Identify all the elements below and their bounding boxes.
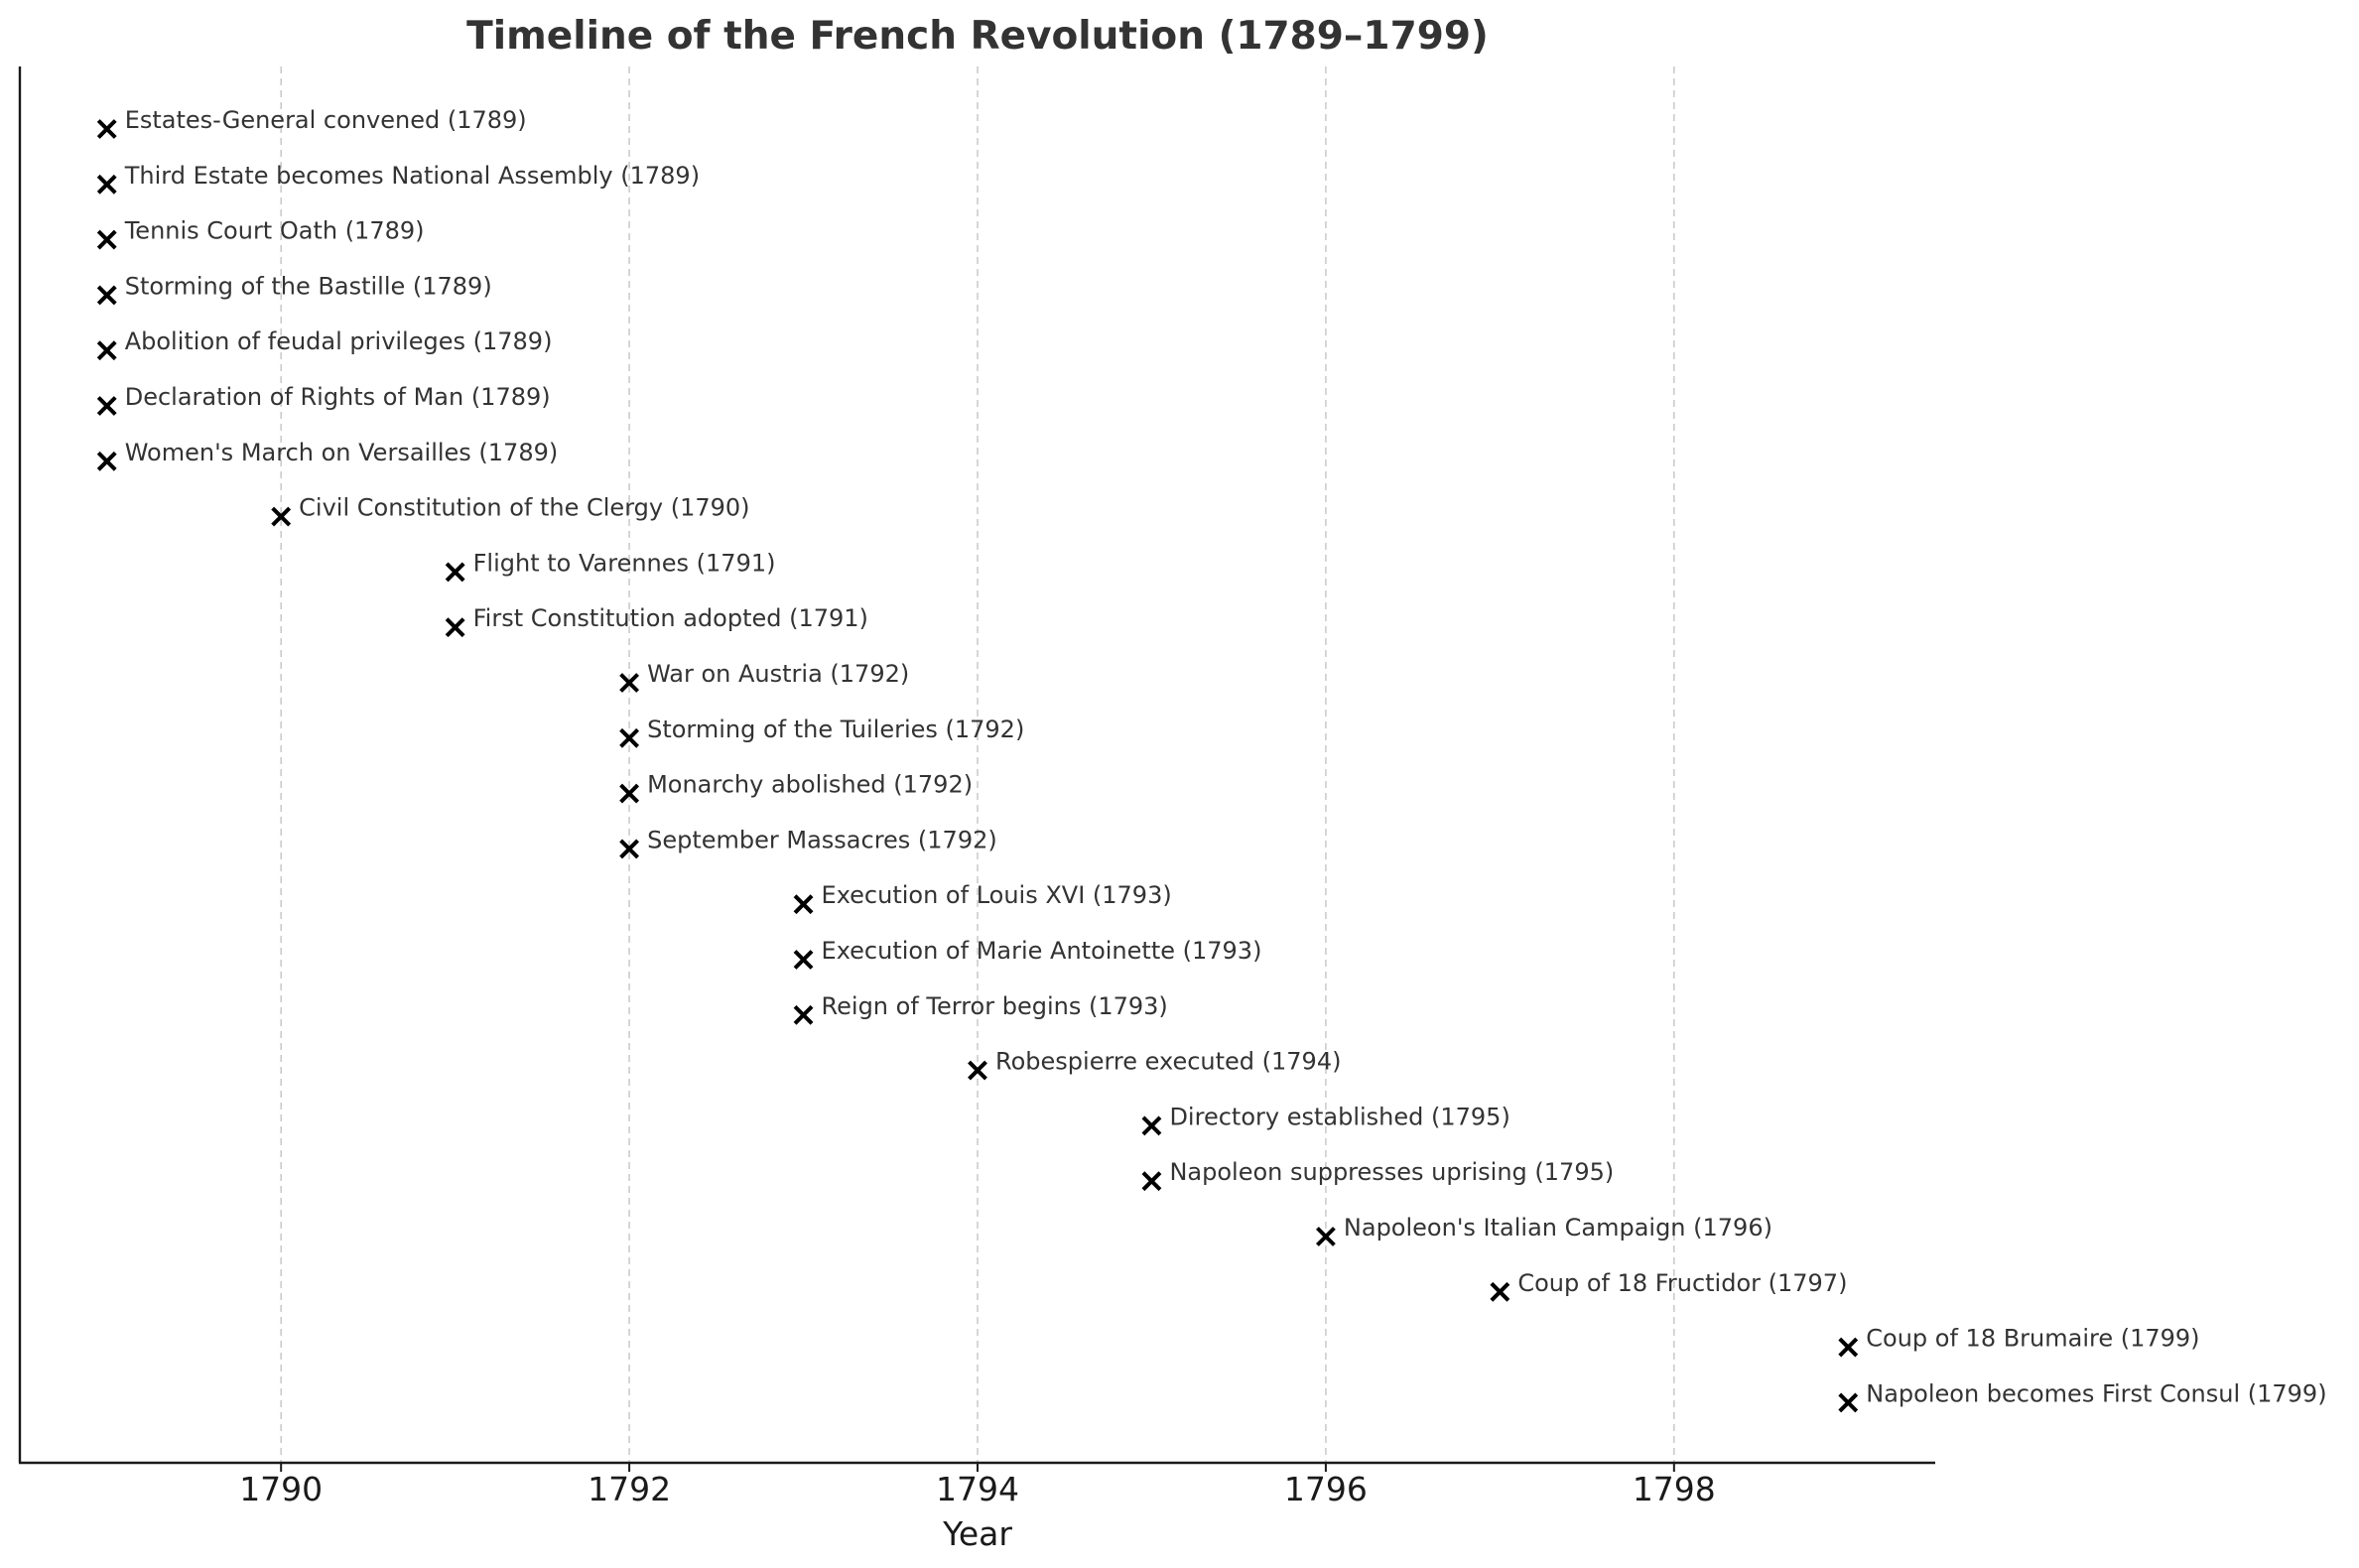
event-label: Reign of Terror begins (1793) <box>822 992 1168 1020</box>
event-label: Napoleon's Italian Campaign (1796) <box>1344 1214 1772 1241</box>
x-tick-label: 1798 <box>1633 1470 1716 1508</box>
event-marker <box>1490 1281 1510 1302</box>
event-label: Tennis Court Oath (1789) <box>124 217 425 245</box>
event-marker <box>445 562 465 583</box>
event-label: Women's March on Versailles (1789) <box>125 439 559 466</box>
grid-lines <box>280 66 1675 1463</box>
event-label: Storming of the Tuileries (1792) <box>647 716 1024 743</box>
event-label: Napoleon becomes First Consul (1799) <box>1866 1379 2326 1407</box>
x-tick-label: 1794 <box>936 1470 1019 1508</box>
event-marker <box>1141 1171 1162 1192</box>
event-marker <box>793 950 814 970</box>
event-label: Directory established (1795) <box>1169 1103 1509 1130</box>
x-axis-label: Year <box>942 1514 1012 1553</box>
event-marker <box>96 174 117 195</box>
chart-title: Timeline of the French Revolution (1789–… <box>466 14 1489 59</box>
event-label: Abolition of feudal privileges (1789) <box>125 327 553 355</box>
event-label: War on Austria (1792) <box>647 660 909 688</box>
event-marker <box>1315 1227 1336 1246</box>
event-label: September Massacres (1792) <box>647 826 997 853</box>
event-label: Civil Constitution of the Clergy (1790) <box>299 494 749 522</box>
event-marker <box>1838 1337 1859 1358</box>
event-marker <box>96 285 117 306</box>
event-marker <box>968 1060 987 1081</box>
x-tick-label: 1790 <box>239 1470 323 1508</box>
event-label: Declaration of Rights of Man (1789) <box>125 383 551 411</box>
event-marker <box>619 839 640 859</box>
event-marker <box>619 783 640 804</box>
event-label: Flight to Varennes (1791) <box>473 549 776 577</box>
event-label: Coup of 18 Brumaire (1799) <box>1866 1325 2199 1353</box>
event-marker <box>96 119 117 139</box>
event-marker <box>619 673 640 693</box>
event-label: Third Estate becomes National Assembly (… <box>124 162 700 190</box>
event-label: Napoleon suppresses uprising (1795) <box>1169 1158 1614 1186</box>
x-tick-label: 1796 <box>1284 1470 1368 1508</box>
event-marker <box>793 894 814 915</box>
event-marker <box>271 506 292 527</box>
event-label: Execution of Louis XVI (1793) <box>822 881 1172 909</box>
event-marker <box>1838 1392 1859 1413</box>
event-labels: Estates-General convened (1789) Third Est… <box>124 106 2327 1407</box>
event-marker <box>1141 1115 1162 1136</box>
event-label: Storming of the Bastille (1789) <box>125 272 492 300</box>
x-axis-ticks: 1790 1792 1794 1796 1798 <box>239 1463 1716 1508</box>
event-label: Coup of 18 Fructidor (1797) <box>1517 1269 1847 1297</box>
event-label: First Constitution adopted (1791) <box>473 604 868 632</box>
x-tick-label: 1792 <box>588 1470 671 1508</box>
event-label: Monarchy abolished (1792) <box>647 771 973 799</box>
event-label: Estates-General convened (1789) <box>125 106 527 134</box>
event-label: Execution of Marie Antoinette (1793) <box>822 937 1262 965</box>
event-marker <box>96 451 117 471</box>
event-marker <box>793 1004 814 1025</box>
event-marker <box>619 727 640 748</box>
event-marker <box>445 617 465 638</box>
event-marker <box>96 396 117 416</box>
event-label: Robespierre executed (1794) <box>995 1048 1341 1076</box>
event-marker <box>96 229 117 250</box>
event-marker <box>96 340 117 361</box>
event-markers <box>96 119 1859 1413</box>
